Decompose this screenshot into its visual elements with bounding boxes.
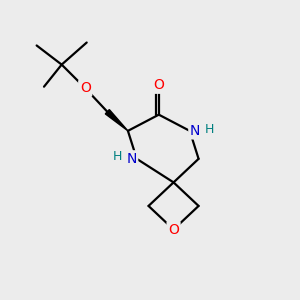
Text: H: H (205, 123, 214, 136)
Text: N: N (190, 124, 200, 138)
Text: O: O (168, 223, 179, 236)
Text: N: N (126, 152, 136, 166)
Polygon shape (105, 110, 128, 131)
Text: O: O (80, 81, 91, 95)
Text: H: H (113, 150, 122, 163)
Text: O: O (153, 78, 164, 92)
